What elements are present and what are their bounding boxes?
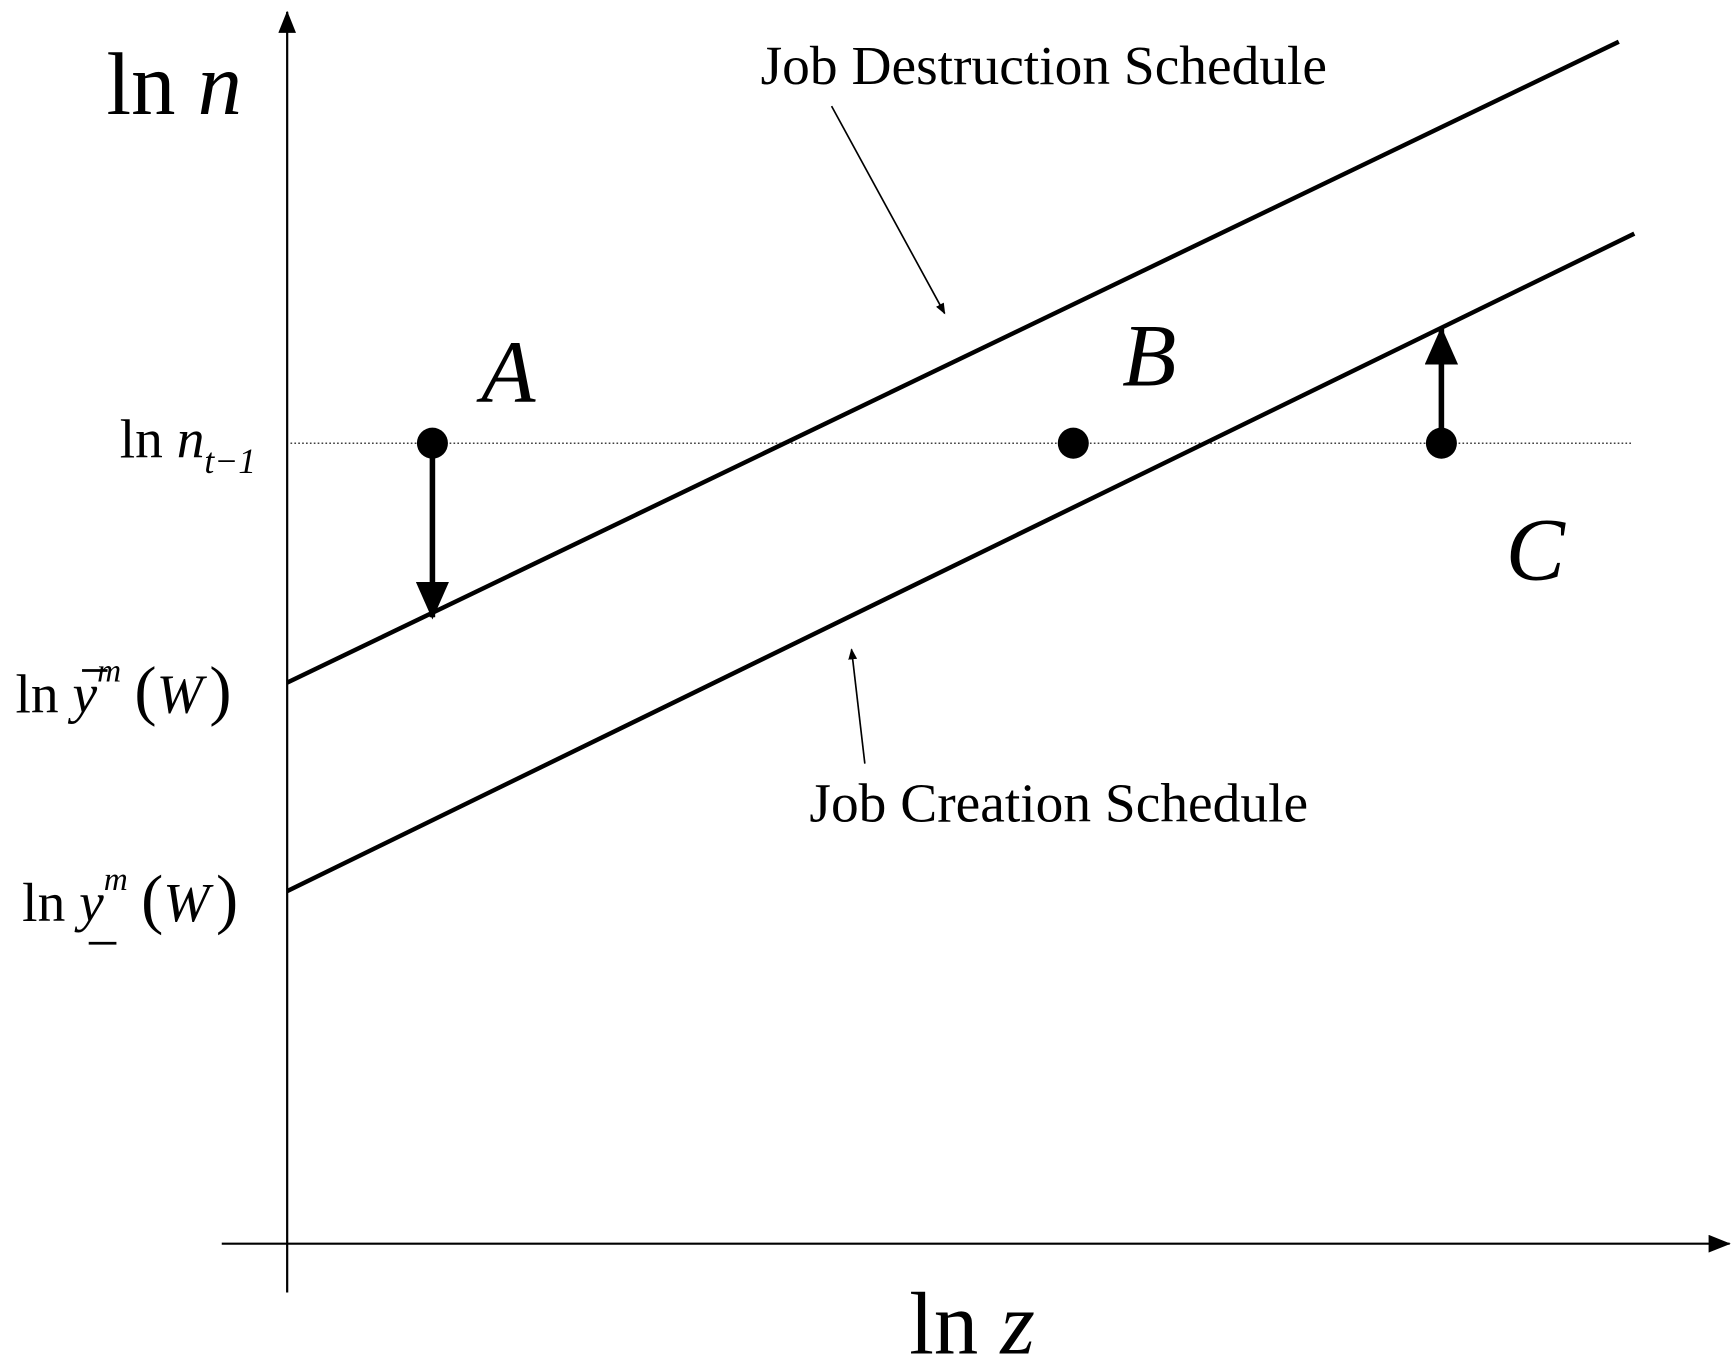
variable: n (198, 36, 242, 134)
argument: W (163, 872, 214, 933)
variable: n (177, 409, 205, 470)
open-paren: ( (134, 655, 156, 728)
y-label: ln ym (W) (16, 653, 232, 728)
prefix: ln (106, 36, 175, 134)
point (1057, 427, 1089, 459)
variable: z (999, 1275, 1035, 1362)
schedule-label: Job Destruction Schedule (761, 35, 1327, 96)
schedule-label: Job Creation Schedule (809, 772, 1308, 833)
prefix: ln (909, 1275, 978, 1362)
prefix: ln (16, 664, 59, 725)
point-label: A (476, 324, 536, 422)
pointer (848, 648, 866, 764)
point-label: C (1506, 502, 1566, 600)
close-paren: ) (216, 863, 238, 936)
y-label: ln ym (W) (22, 861, 238, 936)
x-axis-title: ln z (909, 1275, 1035, 1362)
prefix: ln (22, 872, 65, 933)
superscript: m (104, 861, 128, 898)
point (1425, 427, 1457, 459)
prefix: ln (120, 409, 163, 470)
y-label: ln nt−1 (120, 409, 256, 482)
y-axis-title: ln n (106, 36, 241, 134)
creation-line (286, 231, 1636, 894)
close-paren: ) (209, 655, 231, 728)
variable: y (74, 872, 104, 933)
point-label: B (1122, 308, 1176, 406)
pointer (830, 105, 946, 315)
variable: y (67, 664, 97, 725)
subscript: t−1 (204, 441, 256, 481)
open-paren: ( (141, 863, 163, 936)
destruction-line (286, 39, 1620, 685)
argument: W (157, 664, 208, 725)
point (416, 427, 448, 459)
